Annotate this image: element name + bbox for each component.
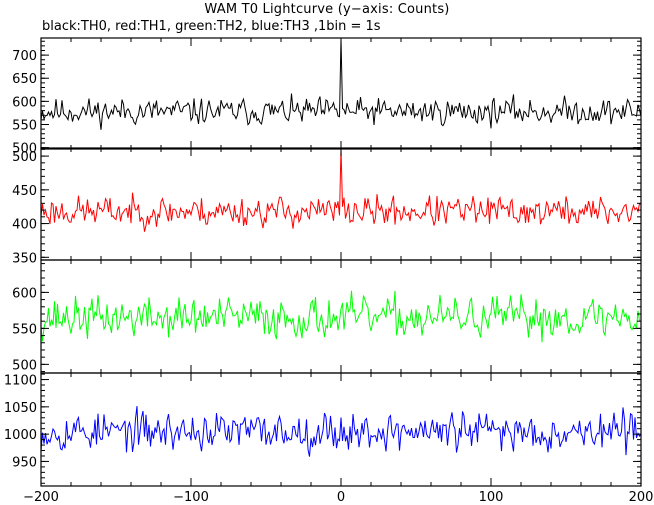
y-tick-label-th3: 1100 xyxy=(4,374,37,389)
y-tick-label-th0: 550 xyxy=(12,118,37,133)
y-tick-label-th1: 350 xyxy=(12,251,37,266)
y-tick-label-th2: 600 xyxy=(12,286,37,301)
y-tick-label-th0: 600 xyxy=(12,95,37,110)
chart-subtitle: black:TH0, red:TH1, green:TH2, blue:TH3 … xyxy=(42,19,381,34)
y-tick-label-th0: 500 xyxy=(12,142,37,157)
y-tick-label-th2: 500 xyxy=(12,358,37,373)
x-tick-label: 0 xyxy=(337,490,345,505)
series-line-th2 xyxy=(40,290,642,343)
series-line-th1 xyxy=(40,147,642,232)
series-line-th3 xyxy=(40,406,642,457)
chart-title: WAM T0 Lightcurve (y−axis: Counts) xyxy=(204,2,450,17)
x-tick-label: 100 xyxy=(479,490,504,505)
y-tick-label-th1: 400 xyxy=(12,218,37,233)
y-tick-label-th3: 1000 xyxy=(4,428,37,443)
y-tick-label-th1: 500 xyxy=(12,150,37,165)
y-tick-label-th3: 950 xyxy=(12,455,37,470)
x-tick-label: −200 xyxy=(23,490,59,505)
x-tick-label: −100 xyxy=(173,490,209,505)
y-tick-label-th0: 650 xyxy=(12,72,37,87)
y-tick-label-th1: 450 xyxy=(12,184,37,199)
y-tick-label-th0: 700 xyxy=(12,49,37,64)
panel-frame-th2 xyxy=(40,259,642,374)
x-tick-label: 200 xyxy=(629,490,654,505)
series-line-th0 xyxy=(40,37,642,130)
y-tick-label-th3: 1050 xyxy=(4,401,37,416)
y-tick-label-th2: 550 xyxy=(12,322,37,337)
